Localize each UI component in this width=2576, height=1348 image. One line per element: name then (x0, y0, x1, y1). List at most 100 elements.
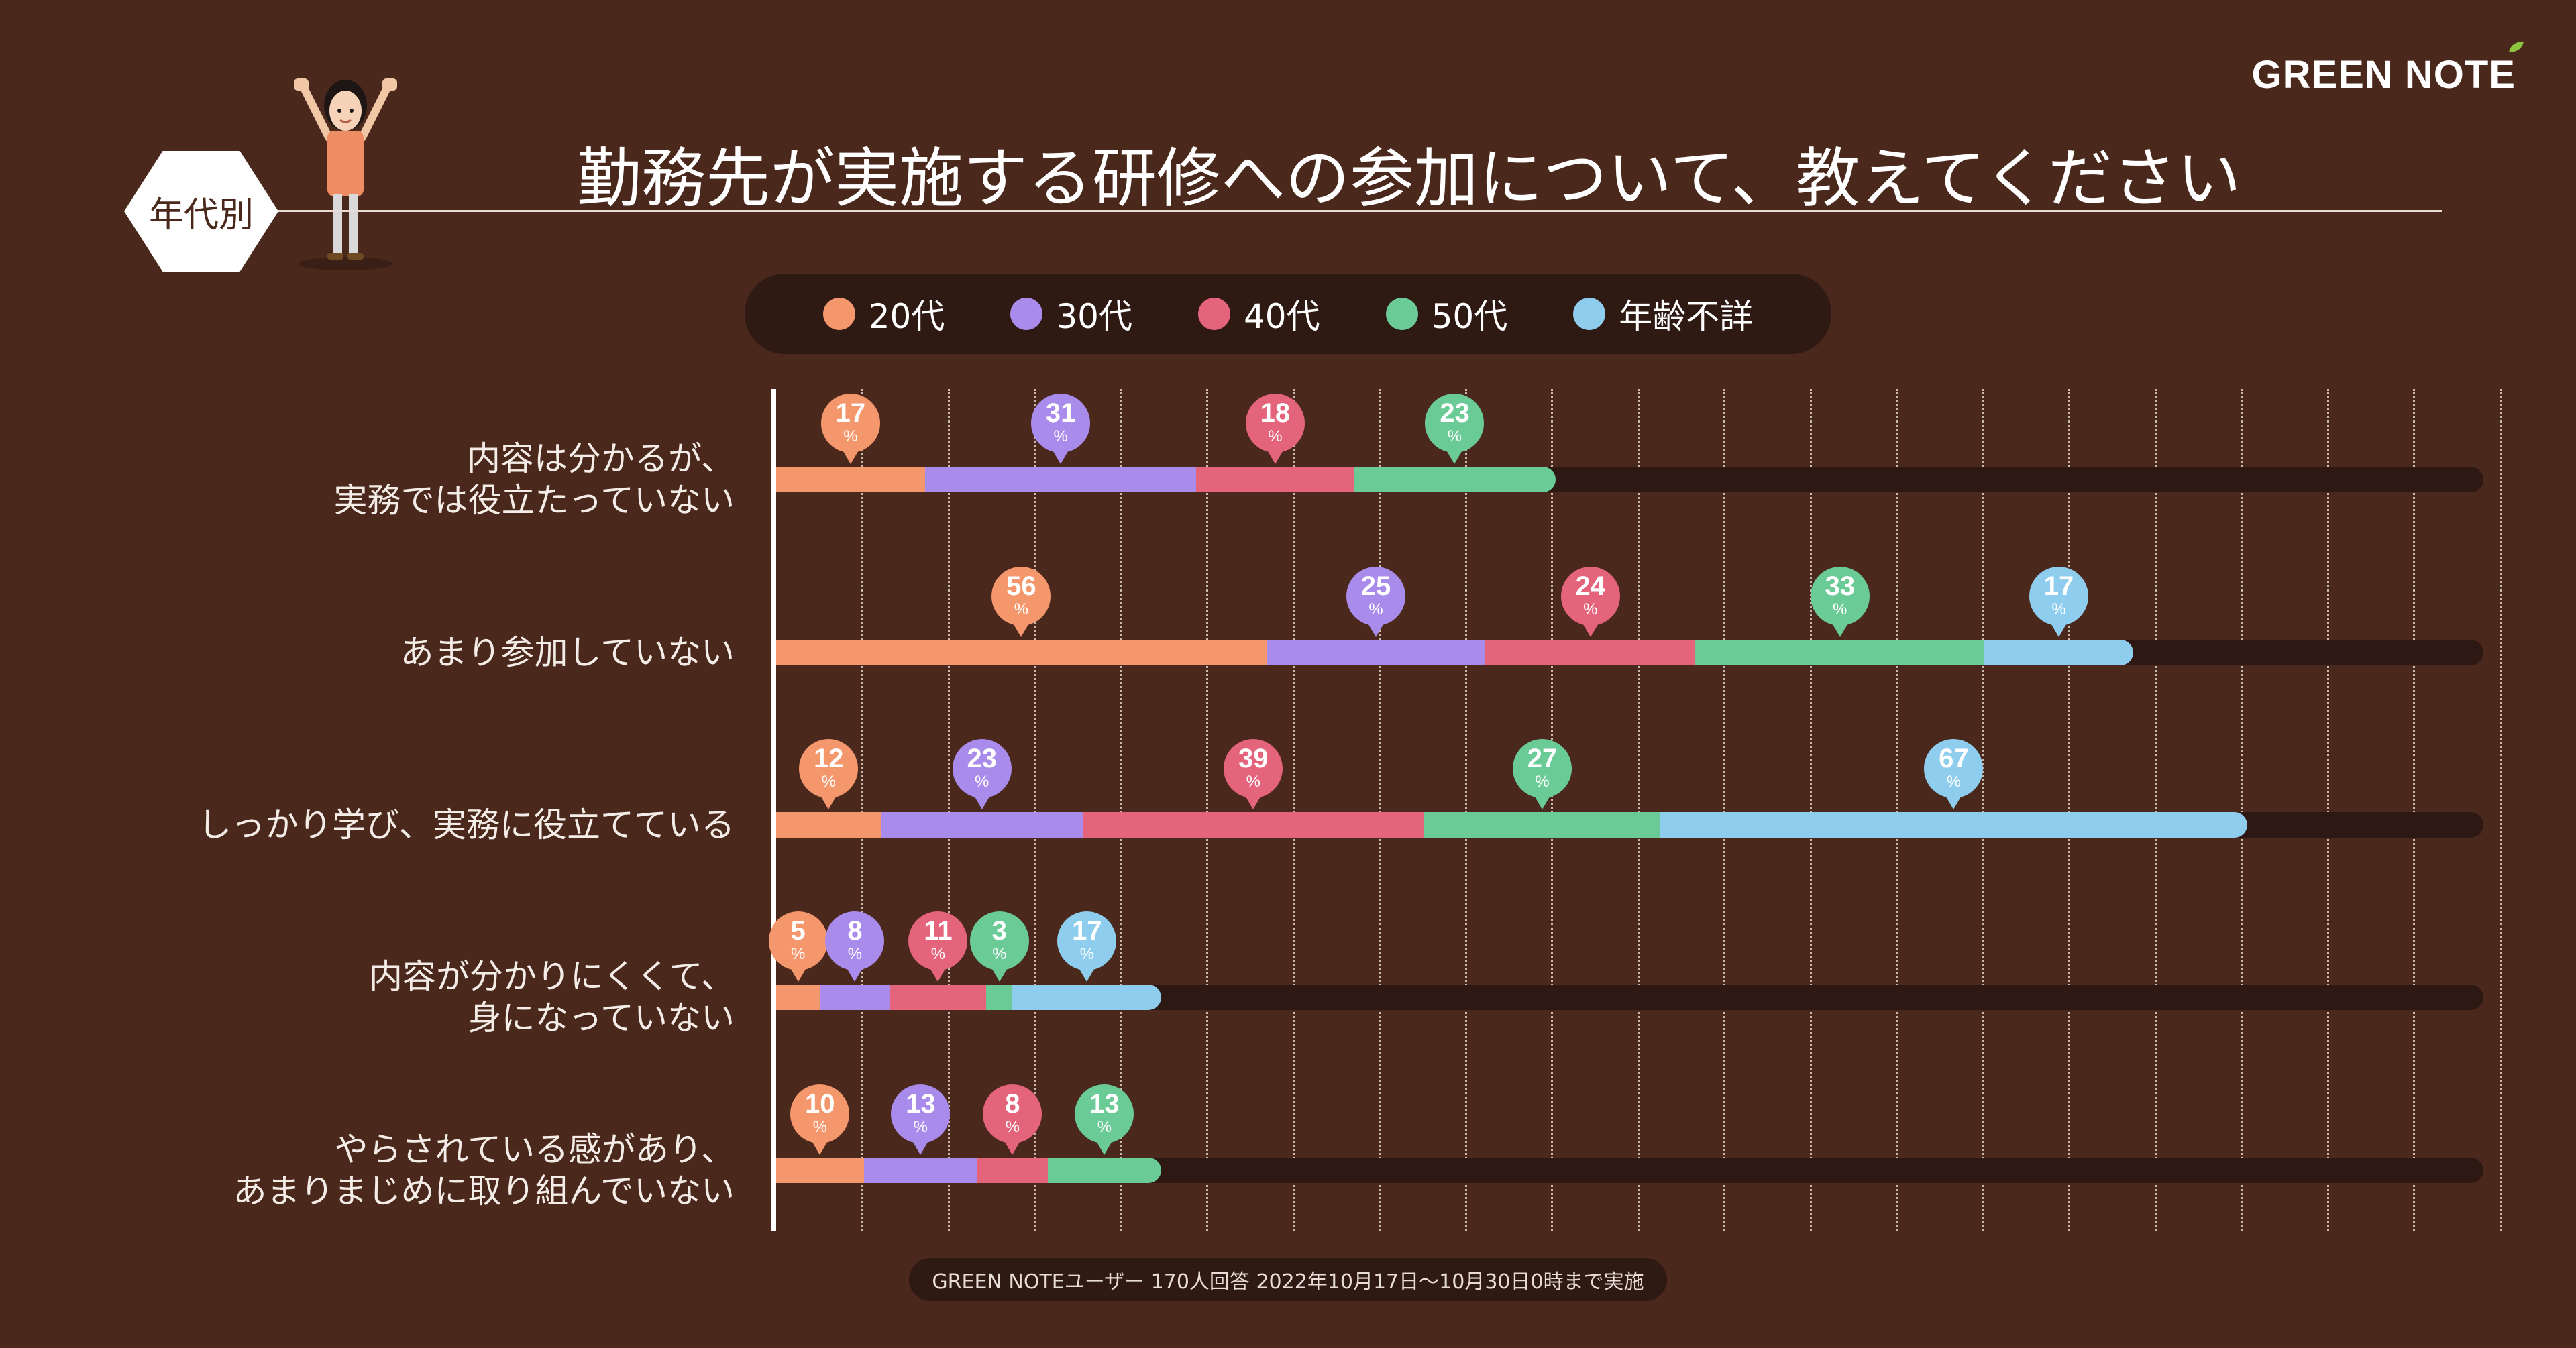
data-label: 8 (847, 916, 863, 946)
marker-pin-icon (1075, 1084, 1134, 1155)
mascot-illustration (294, 78, 397, 270)
legend-item: 20代 (822, 290, 945, 338)
marker-pin-icon (891, 1084, 951, 1155)
bar-segment (1984, 640, 2133, 665)
percent-sign: % (1053, 427, 1068, 445)
marker-pin-icon (2029, 567, 2088, 637)
percent-sign: % (790, 945, 806, 963)
bar-segment (890, 985, 990, 1010)
legend-swatch (822, 298, 855, 330)
data-label: 31 (1045, 398, 1076, 428)
value-marker: 23% (951, 737, 1014, 812)
data-label: 56 (1006, 571, 1036, 601)
value-marker: 27% (1511, 737, 1574, 812)
bar-segment (977, 1158, 1051, 1183)
data-label: 8 (1005, 1089, 1020, 1119)
bar-segment (1012, 985, 1162, 1010)
gridline (1034, 389, 1036, 1231)
legend-swatch (1385, 298, 1418, 330)
value-marker: 31% (1029, 392, 1092, 467)
value-marker: 13% (1073, 1082, 1136, 1158)
gridline (1206, 389, 1208, 1231)
percent-sign: % (930, 945, 946, 963)
bar-segment (776, 812, 885, 838)
data-label: 11 (924, 916, 953, 946)
bar-segment (776, 467, 928, 492)
percent-sign: % (1014, 600, 1029, 618)
marker-pin-icon (1560, 567, 1620, 637)
y-axis-line (771, 389, 776, 1231)
marker-pin-icon (825, 911, 885, 982)
percent-sign: % (1368, 600, 1383, 618)
percent-sign: % (1583, 600, 1598, 618)
value-marker: 18% (1244, 392, 1307, 467)
row-label-line: 内容が分かりにくくて、 (369, 957, 735, 996)
marker-pin-icon (1057, 911, 1117, 982)
bar-segment (924, 467, 1200, 492)
gridline (1551, 389, 1553, 1231)
percent-sign: % (847, 945, 863, 963)
percent-sign: % (1005, 1118, 1020, 1136)
legend-item: 50代 (1385, 290, 1507, 338)
marker-pin-icon (1425, 394, 1485, 464)
percent-sign: % (913, 1118, 928, 1136)
legend-swatch (1198, 298, 1230, 330)
bar-segment (863, 1158, 981, 1183)
percent-sign: % (1097, 1118, 1112, 1136)
value-marker: 8% (981, 1082, 1044, 1158)
value-marker: 13% (889, 1082, 952, 1158)
data-label: 24 (1575, 571, 1606, 601)
row-label-line: あまり参加していない (400, 633, 735, 672)
row-label: あまり参加していない (64, 632, 735, 673)
row-label-line: あまりまじめに取り組んでいない (233, 1172, 735, 1211)
marker-pin-icon (1224, 739, 1283, 809)
title-divider (278, 210, 2442, 212)
data-label: 17 (1072, 916, 1102, 946)
data-label: 5 (790, 916, 806, 946)
value-marker: 39% (1222, 737, 1285, 812)
legend-label: 40代 (1244, 297, 1320, 336)
legend-item: 40代 (1198, 290, 1320, 338)
bar-segment (1082, 812, 1428, 838)
data-label: 13 (906, 1089, 936, 1119)
bar-segment (1695, 640, 1988, 665)
gridline (1379, 389, 1381, 1231)
value-marker: 33% (1809, 565, 1872, 640)
data-label: 23 (967, 744, 997, 773)
data-label: 18 (1260, 398, 1291, 428)
row-label: やらされている感があり、 あまりまじめに取り組んでいない (64, 1129, 735, 1212)
value-marker: 12% (797, 737, 860, 812)
gridline (1637, 389, 1640, 1231)
legend-label: 30代 (1056, 297, 1132, 336)
value-marker: 17% (2027, 565, 2090, 640)
marker-pin-icon (768, 911, 828, 982)
row-label: しっかり学び、実務に役立てている (64, 804, 735, 846)
chart-legend: 20代 30代 40代 50代 年齢不詳 (745, 274, 1831, 354)
legend-swatch (1010, 298, 1043, 330)
data-label: 33 (1825, 571, 1855, 601)
gridline (2326, 389, 2329, 1231)
bar-segment (1196, 467, 1358, 492)
data-label: 67 (1939, 744, 1969, 773)
marker-pin-icon (790, 1084, 850, 1155)
gridline (1292, 389, 1295, 1231)
gridline (947, 389, 950, 1231)
legend-item: 30代 (1010, 290, 1132, 338)
category-badge: 年代別 (124, 151, 278, 272)
percent-sign: % (992, 945, 1007, 963)
gridline (2499, 389, 2502, 1231)
row-label: 内容は分かるが、 実務では役立たっていない (64, 438, 735, 521)
gridline (1809, 389, 1812, 1231)
data-label: 3 (991, 916, 1007, 946)
marker-pin-icon (969, 911, 1029, 982)
brand-text: GREEN NOTE (2251, 53, 2516, 97)
percent-sign: % (843, 427, 858, 445)
leaf-icon (2509, 42, 2524, 52)
bar-segment (1266, 640, 1489, 665)
gridline (1120, 389, 1122, 1231)
bar-segment (1485, 640, 1699, 665)
marker-pin-icon (952, 739, 1012, 809)
value-marker: 17% (819, 392, 882, 467)
row-label-line: しっかり学び、実務に役立てている (198, 805, 735, 844)
marker-pin-icon (820, 394, 880, 464)
